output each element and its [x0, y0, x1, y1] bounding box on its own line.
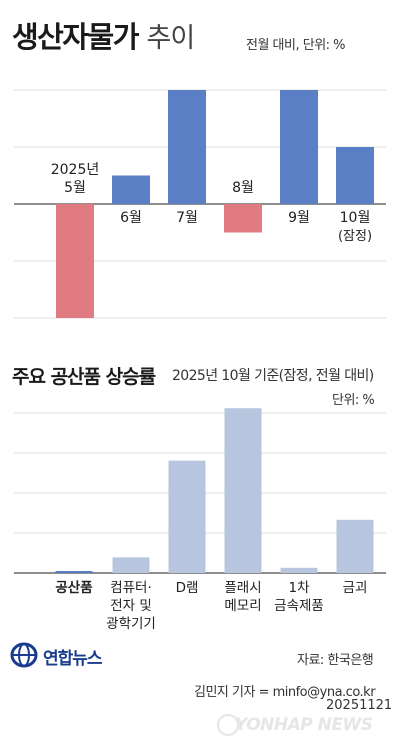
chart2-unit-note: 단위: %	[332, 393, 375, 408]
chart1-bar	[280, 90, 318, 204]
watermark-text: YONHAP NEWS	[235, 715, 373, 735]
chart2-title: 주요 공산품 상승률	[12, 366, 156, 388]
yonhap-logo-text: 연합뉴스	[43, 649, 103, 669]
chart2-subtitle: 2025년 10월 기준(잠정, 전월 대비)	[172, 368, 374, 384]
chart2-bar	[168, 460, 206, 573]
chart1-category-label: 9월	[288, 210, 310, 226]
chart1-bar	[224, 204, 262, 233]
chart1-category-label: 8월	[232, 180, 254, 196]
chart2-category-label: 컴퓨터· 전자 및 광학기기	[106, 580, 156, 632]
chart2-category-label: 금괴	[343, 580, 368, 596]
chart2-bar	[336, 519, 374, 573]
chart1-category-label: 2025년 5월	[51, 162, 100, 196]
chart2-bar	[55, 571, 93, 573]
chart2-bar	[112, 557, 150, 573]
chart2-category-label: 플래시 메모리	[224, 580, 261, 614]
chart1-bar	[168, 90, 206, 204]
chart2-category-label: D램	[176, 580, 199, 596]
chart1-category-label: 6월	[120, 210, 142, 226]
chart1-unit-note: 전월 대비, 단위: %	[246, 38, 346, 53]
chart-title: 생산자물가 추이	[12, 14, 196, 56]
publish-date: 20251121	[326, 698, 393, 713]
chart1-bar	[336, 147, 374, 204]
yonhap-logo-icon	[10, 642, 38, 668]
watermark-icon	[217, 714, 239, 736]
chart2-bar	[280, 567, 318, 573]
chart1-category-label: 7월	[176, 210, 198, 226]
reporter-byline: 김민지 기자 = minfo@yna.co.kr	[194, 685, 376, 700]
chart-title-suffix: 추이	[146, 23, 196, 54]
source-note: 자료: 한국은행	[297, 653, 374, 668]
chart1-bar	[56, 204, 94, 318]
chart-title-main: 생산자물가	[12, 20, 139, 54]
chart2-category-label: 1차 금속제품	[274, 580, 324, 614]
chart1-category-label: 10월 (잠정)	[338, 210, 372, 244]
chart1-bar	[112, 175, 150, 204]
chart2-category-label: 공산품	[55, 579, 92, 596]
chart2-bar	[224, 408, 262, 573]
